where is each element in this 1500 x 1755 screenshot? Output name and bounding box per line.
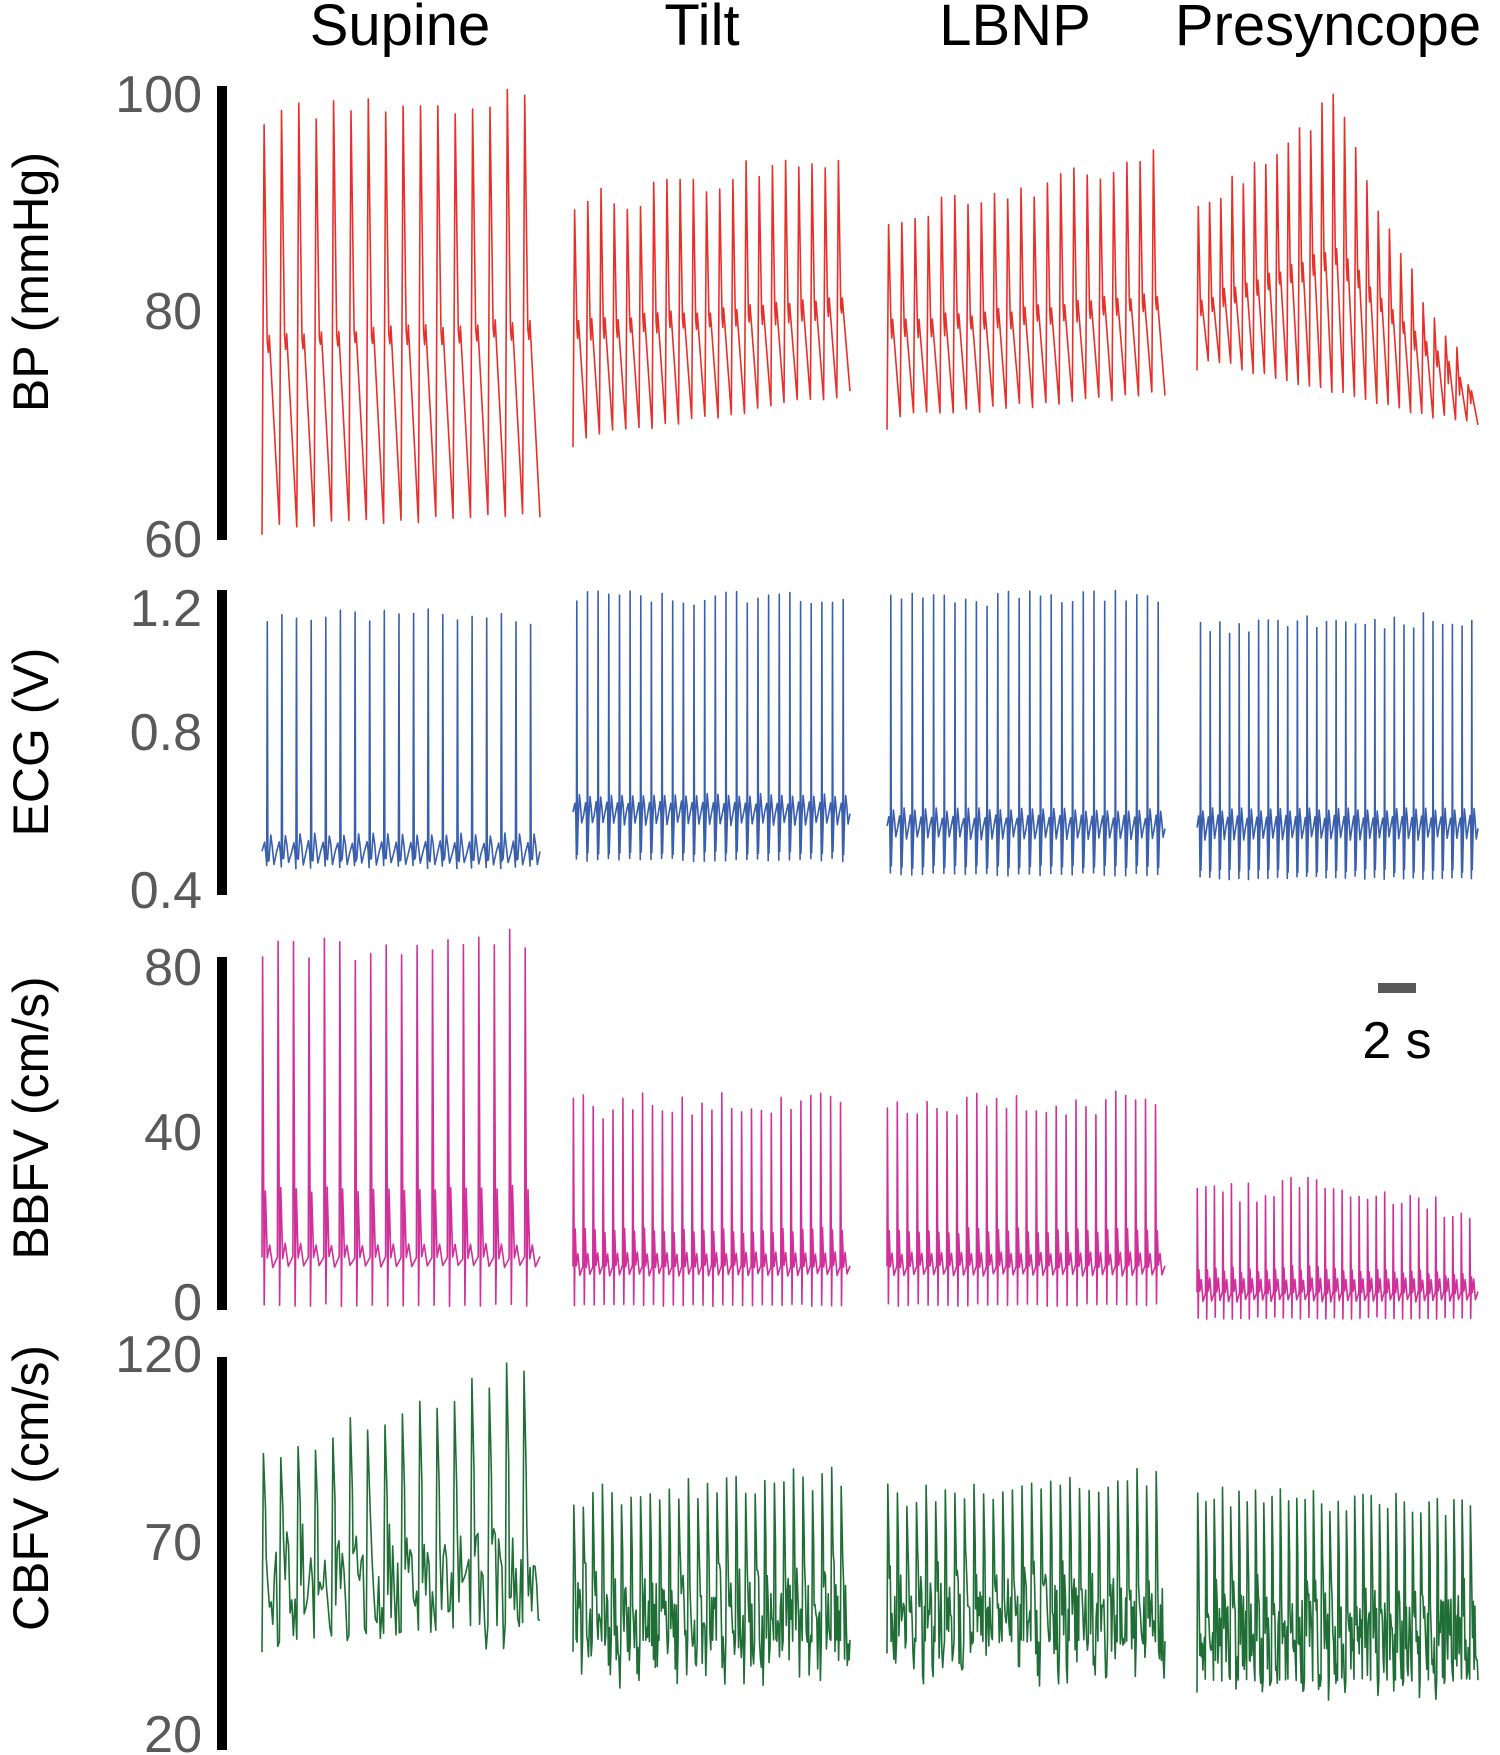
title-tilt: Tilt — [664, 0, 739, 58]
title-supine: Supine — [310, 0, 491, 58]
title-lbnp: LBNP — [939, 0, 1091, 58]
bp-panel: BP (mmHg) 100 80 60 — [3, 66, 1479, 569]
ecg-tick-0-4: 0.4 — [130, 862, 202, 920]
time-scale-label: 2 s — [1362, 1012, 1431, 1070]
cbfv-trace-presyncope — [1196, 1486, 1479, 1701]
time-scale-bar — [1378, 983, 1416, 993]
cbfv-trace-lbnp — [886, 1467, 1166, 1687]
ecg-tick-0-8: 0.8 — [130, 704, 202, 762]
ecg-tick-1-2: 1.2 — [130, 580, 202, 638]
bbfv-trace-lbnp — [886, 1090, 1166, 1307]
bbfv-tick-80: 80 — [144, 939, 202, 997]
ecg-trace-presyncope — [1196, 612, 1479, 881]
bp-trace-supine — [261, 88, 541, 535]
cbfv-trace-tilt — [572, 1466, 851, 1689]
bbfv-panel: BBFV (cm/s) 80 40 0 2 s — [3, 928, 1479, 1332]
bp-trace-presyncope — [1196, 93, 1479, 426]
bbfv-trace-supine — [261, 928, 541, 1307]
bp-trace-lbnp — [886, 149, 1166, 430]
bp-ylabel: BP (mmHg) — [3, 152, 59, 412]
cbfv-ylabel: CBFV (cm/s) — [3, 1345, 59, 1631]
cbfv-tick-20: 20 — [144, 1706, 202, 1755]
title-presyncope: Presyncope — [1175, 0, 1481, 58]
bp-tick-60: 60 — [144, 511, 202, 569]
bp-tick-80: 80 — [144, 283, 202, 341]
ecg-trace-tilt — [572, 590, 851, 863]
bp-trace-tilt — [572, 159, 851, 448]
bbfv-tick-40: 40 — [144, 1104, 202, 1162]
cbfv-tick-120: 120 — [115, 1326, 202, 1384]
ecg-ylabel: ECG (V) — [3, 648, 59, 837]
bbfv-trace-tilt — [572, 1092, 851, 1308]
ecg-panel: ECG (V) 1.2 0.8 0.4 — [3, 580, 1479, 920]
ecg-trace-lbnp — [886, 589, 1166, 877]
cbfv-trace-supine — [261, 1362, 541, 1653]
bbfv-trace-presyncope — [1196, 1176, 1479, 1320]
bp-tick-100: 100 — [115, 66, 202, 124]
cbfv-panel: CBFV (cm/s) 120 70 20 — [3, 1326, 1479, 1755]
condition-titles: Supine Tilt LBNP Presyncope — [310, 0, 1481, 58]
cbfv-tick-70: 70 — [144, 1514, 202, 1572]
bbfv-tick-0: 0 — [173, 1274, 202, 1332]
ecg-trace-supine — [261, 608, 541, 870]
bbfv-ylabel: BBFV (cm/s) — [3, 976, 59, 1259]
